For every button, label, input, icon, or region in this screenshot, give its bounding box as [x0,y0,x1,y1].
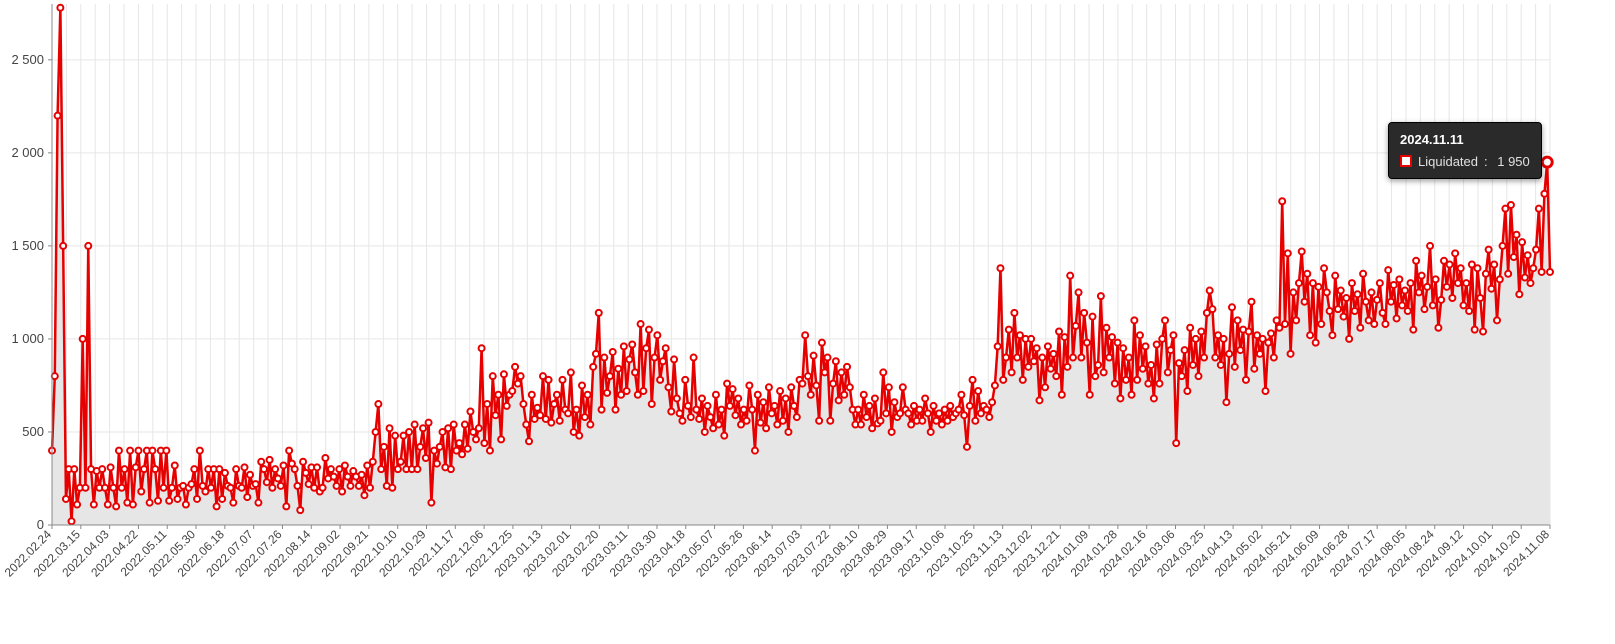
liquidations-chart: 05001 0001 5002 0002 5002022.02.242022.0… [0,0,1615,644]
highlighted-point [1542,157,1552,167]
tooltip-value: 1 950 [1497,152,1530,172]
y-tick-label: 2 500 [11,52,44,67]
y-tick-label: 1 000 [11,331,44,346]
tooltip-swatch [1400,155,1412,167]
tooltip: 2024.11.11 Liquidated: 1 950 [1388,122,1542,179]
y-tick-label: 500 [22,424,44,439]
tooltip-series-label: Liquidated [1418,152,1478,172]
tooltip-title: 2024.11.11 [1400,130,1530,150]
tooltip-series-row: Liquidated: 1 950 [1400,152,1530,172]
y-tick-label: 1 500 [11,238,44,253]
y-tick-label: 2 000 [11,145,44,160]
